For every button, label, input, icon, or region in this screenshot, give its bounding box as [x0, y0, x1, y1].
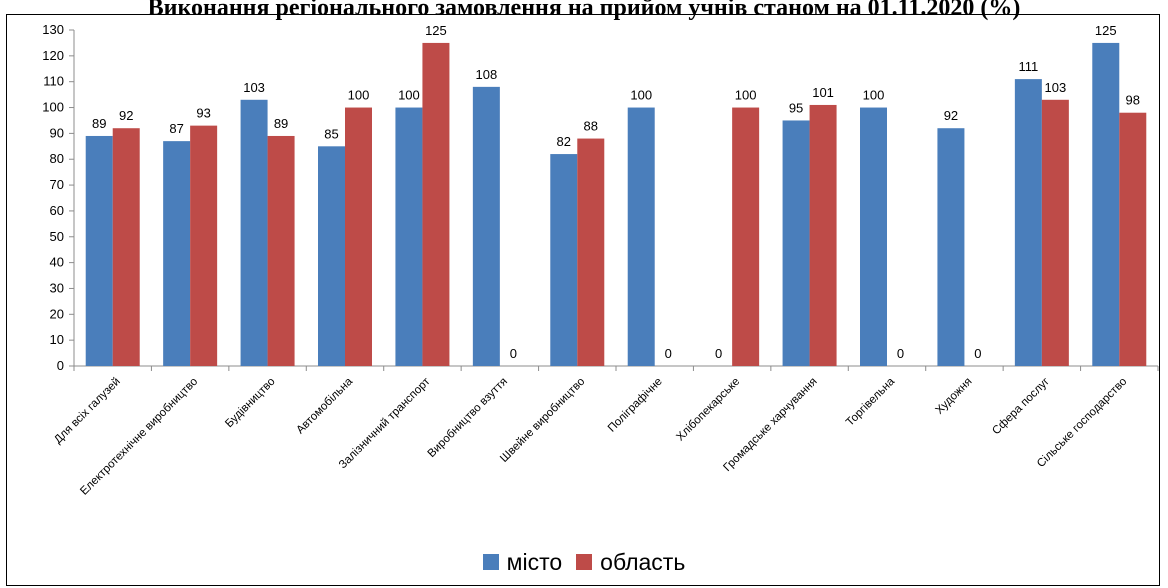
bar-oblast[interactable] — [810, 105, 837, 366]
data-label: 98 — [1126, 93, 1140, 108]
data-label: 89 — [274, 116, 288, 131]
x-tick-label: Автомобільна — [294, 375, 355, 436]
x-tick-label: Художня — [934, 376, 975, 417]
x-tick-label: Для всіх галузей — [52, 376, 123, 447]
data-label: 125 — [1095, 23, 1117, 38]
legend-item-misto[interactable]: місто — [483, 549, 563, 576]
data-label: 100 — [863, 88, 885, 103]
data-label: 82 — [557, 134, 571, 149]
bar-oblast[interactable] — [1042, 100, 1069, 366]
y-tick-label: 130 — [42, 22, 64, 37]
bar-misto[interactable] — [783, 120, 810, 366]
data-label: 0 — [665, 346, 672, 361]
y-tick-label: 90 — [50, 125, 64, 140]
x-tick-label: Сфера послуг — [990, 376, 1052, 438]
bar-misto[interactable] — [937, 128, 964, 366]
data-label: 88 — [584, 119, 598, 134]
data-label: 93 — [196, 106, 210, 121]
bar-oblast[interactable] — [1119, 113, 1146, 366]
data-label: 100 — [630, 88, 652, 103]
data-label: 89 — [92, 116, 106, 131]
data-label: 95 — [789, 100, 803, 115]
bar-oblast[interactable] — [345, 108, 372, 366]
data-label: 87 — [169, 121, 183, 136]
data-label: 108 — [476, 67, 498, 82]
data-label: 92 — [944, 108, 958, 123]
x-tick-label: Хлібопекарське — [674, 376, 742, 444]
legend-item-oblast[interactable]: область — [576, 549, 685, 576]
data-label: 92 — [119, 108, 133, 123]
data-label: 101 — [812, 85, 834, 100]
legend-swatch-oblast — [576, 554, 592, 570]
legend: місто область — [0, 545, 1168, 579]
bar-misto[interactable] — [550, 154, 577, 366]
y-tick-label: 50 — [50, 229, 64, 244]
legend-label-oblast: область — [600, 549, 685, 576]
y-tick-label: 10 — [50, 332, 64, 347]
data-label: 0 — [974, 346, 981, 361]
bar-misto[interactable] — [1015, 79, 1042, 366]
data-label: 85 — [324, 126, 338, 141]
x-tick-label: Сільське господарство — [1035, 376, 1129, 470]
x-tick-label: Швейне виробництво — [498, 376, 587, 465]
bar-oblast[interactable] — [577, 139, 604, 366]
bar-misto[interactable] — [1092, 43, 1119, 366]
bar-misto[interactable] — [163, 141, 190, 366]
y-tick-label: 60 — [50, 203, 64, 218]
bar-oblast[interactable] — [113, 128, 140, 366]
bar-misto[interactable] — [628, 108, 655, 366]
y-tick-label: 40 — [50, 255, 64, 270]
data-label: 0 — [715, 346, 722, 361]
bar-oblast[interactable] — [190, 126, 217, 366]
bar-misto[interactable] — [86, 136, 113, 366]
x-tick-label: Громадське харчування — [721, 376, 819, 474]
bar-misto[interactable] — [860, 108, 887, 366]
bar-misto[interactable] — [318, 146, 345, 366]
data-label: 100 — [348, 88, 370, 103]
legend-swatch-misto — [483, 554, 499, 570]
bar-misto[interactable] — [241, 100, 268, 366]
x-tick-label: Будівництво — [223, 376, 277, 430]
data-label: 0 — [897, 346, 904, 361]
x-tick-label: Залізничний транспорт — [337, 375, 433, 471]
y-tick-label: 100 — [42, 100, 64, 115]
y-tick-label: 0 — [57, 358, 64, 373]
y-tick-label: 120 — [42, 48, 64, 63]
data-label: 103 — [243, 80, 265, 95]
data-label: 103 — [1045, 80, 1067, 95]
bar-misto[interactable] — [473, 87, 500, 366]
data-label: 111 — [1018, 59, 1038, 74]
x-tick-label: Торгівельна — [844, 375, 898, 429]
bar-oblast[interactable] — [422, 43, 449, 366]
y-tick-label: 80 — [50, 151, 64, 166]
bar-misto[interactable] — [395, 108, 422, 366]
x-tick-label: Виробництво взуття — [426, 376, 510, 460]
data-label: 0 — [510, 346, 517, 361]
data-label: 100 — [398, 88, 420, 103]
data-label: 125 — [425, 23, 447, 38]
legend-label-misto: місто — [507, 549, 563, 576]
bar-oblast[interactable] — [268, 136, 295, 366]
data-label: 100 — [735, 88, 757, 103]
y-tick-label: 70 — [50, 177, 64, 192]
y-tick-label: 110 — [43, 74, 64, 89]
y-tick-label: 20 — [50, 306, 64, 321]
x-tick-label: Поліграфічне — [606, 376, 665, 435]
bar-oblast[interactable] — [732, 108, 759, 366]
y-tick-label: 30 — [50, 280, 64, 295]
